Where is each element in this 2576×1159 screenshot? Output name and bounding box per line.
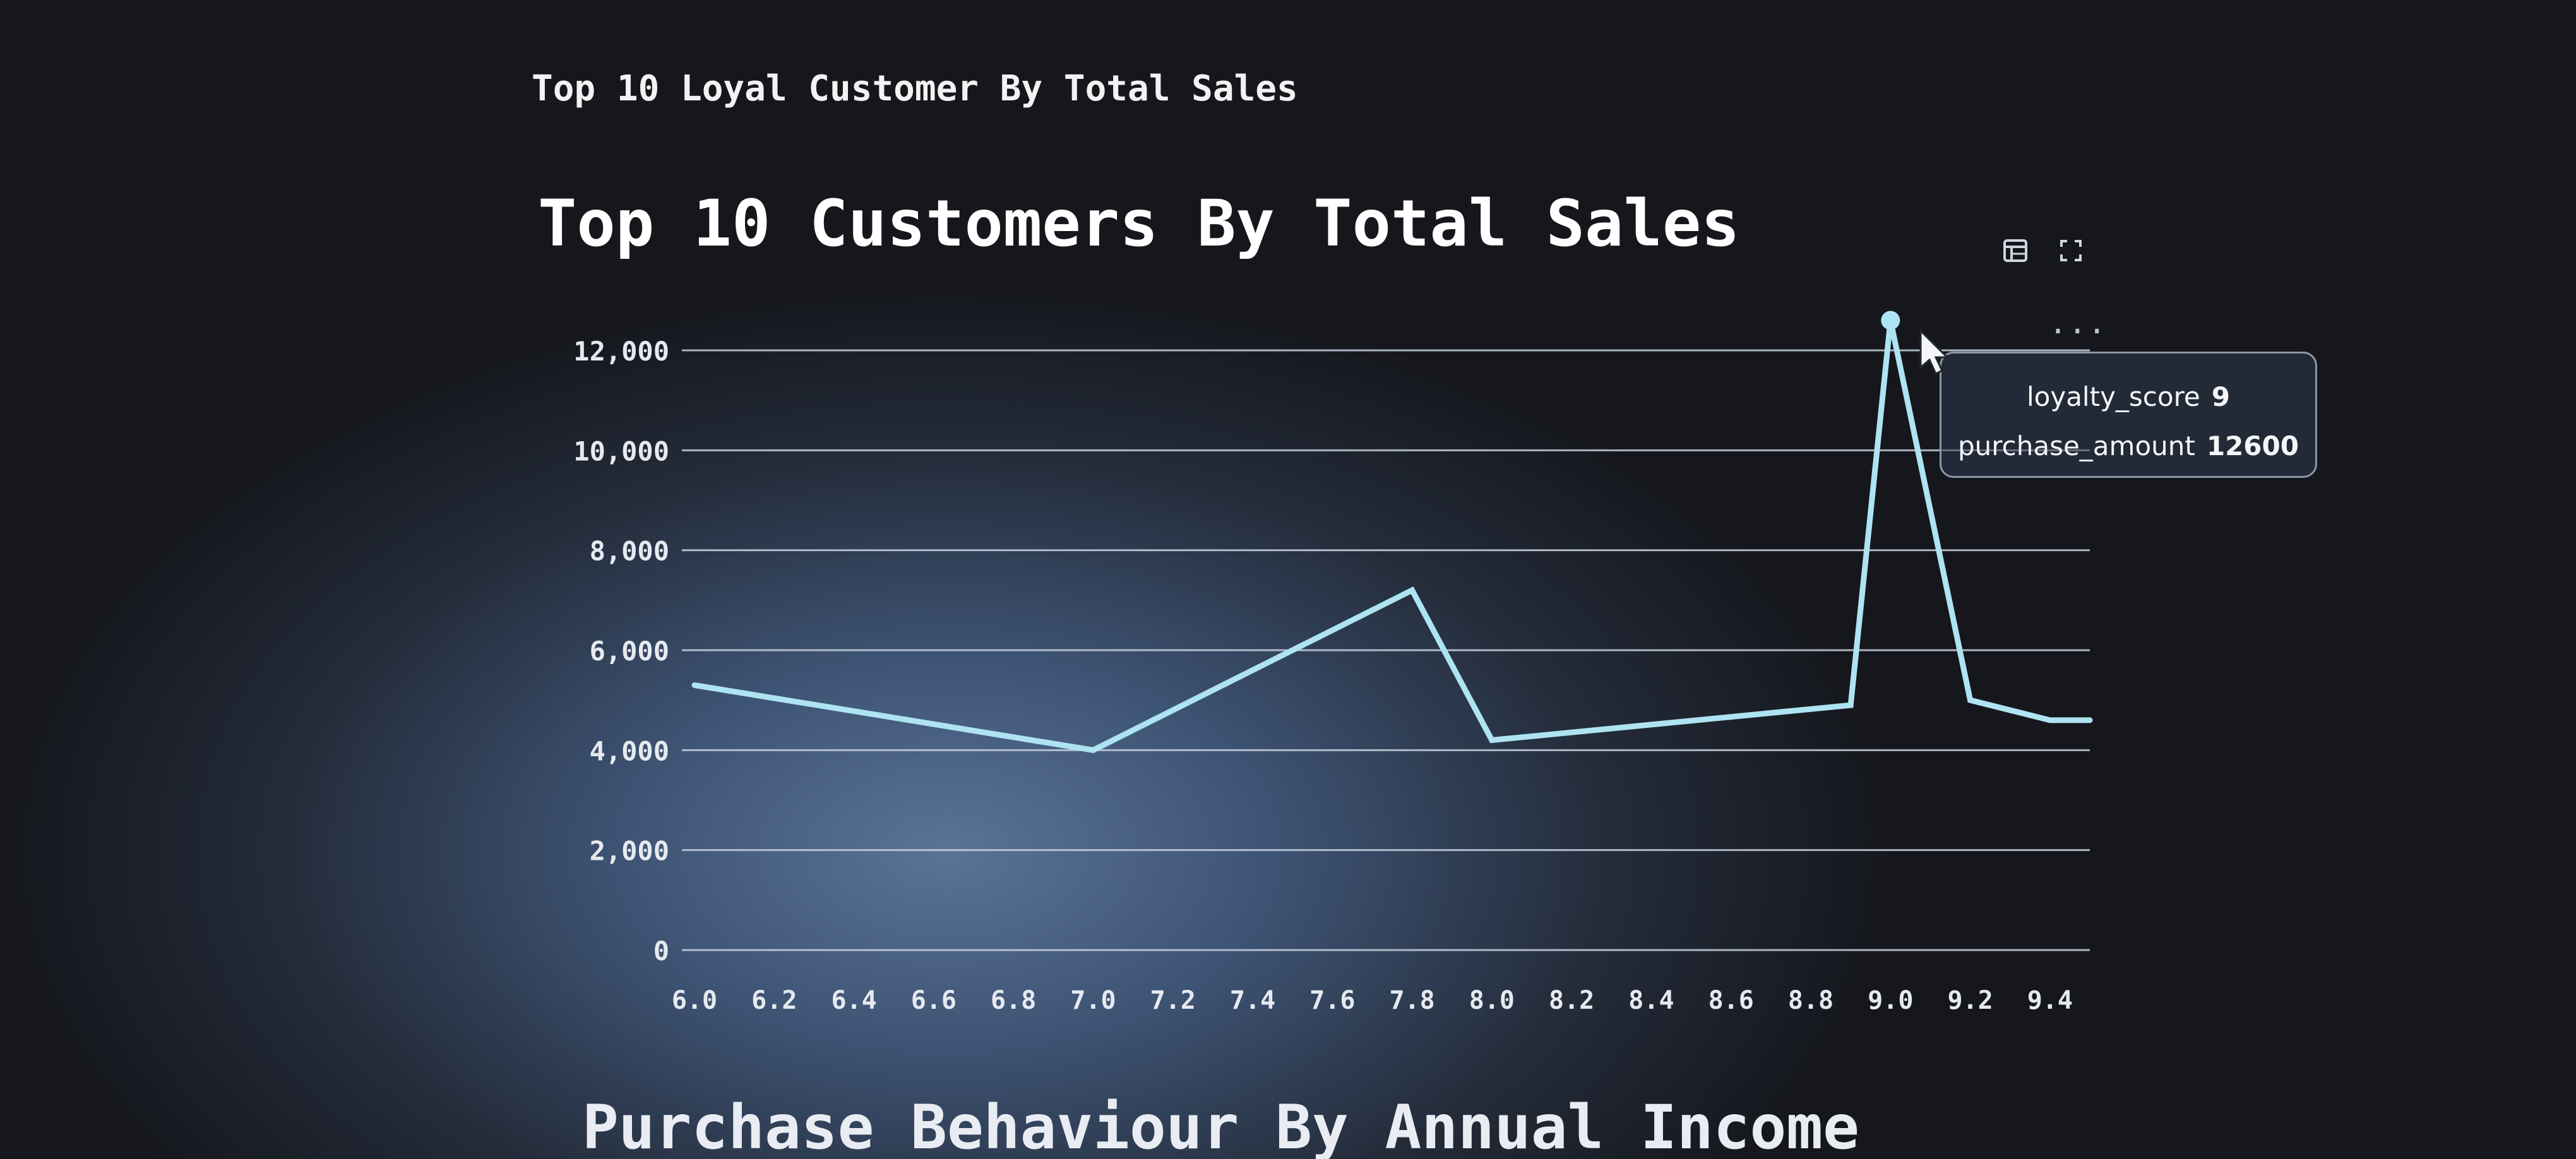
y-axis-ticks: 0 2,000 4,000 6,000 8,000 10,000 12,000 xyxy=(573,336,669,966)
more-options-icon[interactable]: ... xyxy=(2049,306,2108,341)
y-tick-label: 0 xyxy=(653,936,669,966)
series xyxy=(691,311,2093,754)
y-tick-label: 8,000 xyxy=(590,536,669,567)
x-tick-label: 7.2 xyxy=(1150,986,1196,1015)
x-tick-label: 6.6 xyxy=(911,986,957,1015)
tooltip-row-loyalty: loyalty_score 9 xyxy=(1941,372,2315,422)
x-tick-label: 8.6 xyxy=(1708,986,1754,1015)
tooltip-value: 12600 xyxy=(2206,431,2299,461)
chart-toolbar xyxy=(2001,237,2085,264)
x-tick-label: 7.0 xyxy=(1070,986,1116,1015)
x-tick-label: 6.2 xyxy=(751,986,797,1015)
y-tick-label: 10,000 xyxy=(573,436,669,467)
y-tick-label: 2,000 xyxy=(590,836,669,867)
table-icon[interactable] xyxy=(2001,237,2029,264)
x-tick-label: 8.0 xyxy=(1469,986,1515,1015)
fullscreen-icon[interactable] xyxy=(2057,237,2085,264)
x-tick-label: 6.4 xyxy=(831,986,876,1015)
x-tick-label: 6.0 xyxy=(672,986,717,1015)
chart-title: Top 10 Customers By Total Sales xyxy=(538,186,1740,261)
x-tick-label: 7.6 xyxy=(1309,986,1355,1015)
x-tick-label: 6.8 xyxy=(991,986,1036,1015)
tooltip-value: 9 xyxy=(2211,381,2231,412)
x-tick-label: 9.2 xyxy=(1947,986,1993,1015)
x-tick-label: 9.4 xyxy=(2027,986,2073,1015)
section-title: Top 10 Loyal Customer By Total Sales xyxy=(532,68,1298,109)
series-line[interactable] xyxy=(691,319,2093,754)
tooltip-key: purchase_amount xyxy=(1958,431,2195,461)
y-tick-label: 6,000 xyxy=(590,636,669,667)
y-tick-label: 4,000 xyxy=(590,735,669,766)
highlight-point[interactable] xyxy=(1881,311,1900,330)
x-tick-label: 7.8 xyxy=(1389,986,1434,1015)
tooltip-key: loyalty_score xyxy=(2026,381,2200,412)
x-tick-label: 8.2 xyxy=(1549,986,1594,1015)
next-section-title: Purchase Behaviour By Annual Income xyxy=(582,1092,1859,1159)
x-axis-ticks: 6.0 6.2 6.4 6.6 6.8 7.0 7.2 7.4 7.6 7.8 8.0 8.2 8.4 8… xyxy=(672,986,2073,1015)
gridlines xyxy=(682,349,2090,951)
tooltip-row-purchase: purchase_amount 12600 xyxy=(1941,422,2315,471)
x-tick-label: 8.8 xyxy=(1788,986,1834,1015)
x-tick-label: 7.4 xyxy=(1230,986,1275,1015)
data-tooltip: loyalty_score 9 purchase_amount 12600 xyxy=(1940,352,2317,478)
x-tick-label: 9.0 xyxy=(1868,986,1913,1015)
y-tick-label: 12,000 xyxy=(573,336,669,367)
mouse-cursor-icon xyxy=(1919,328,1950,376)
x-tick-label: 8.4 xyxy=(1628,986,1674,1015)
